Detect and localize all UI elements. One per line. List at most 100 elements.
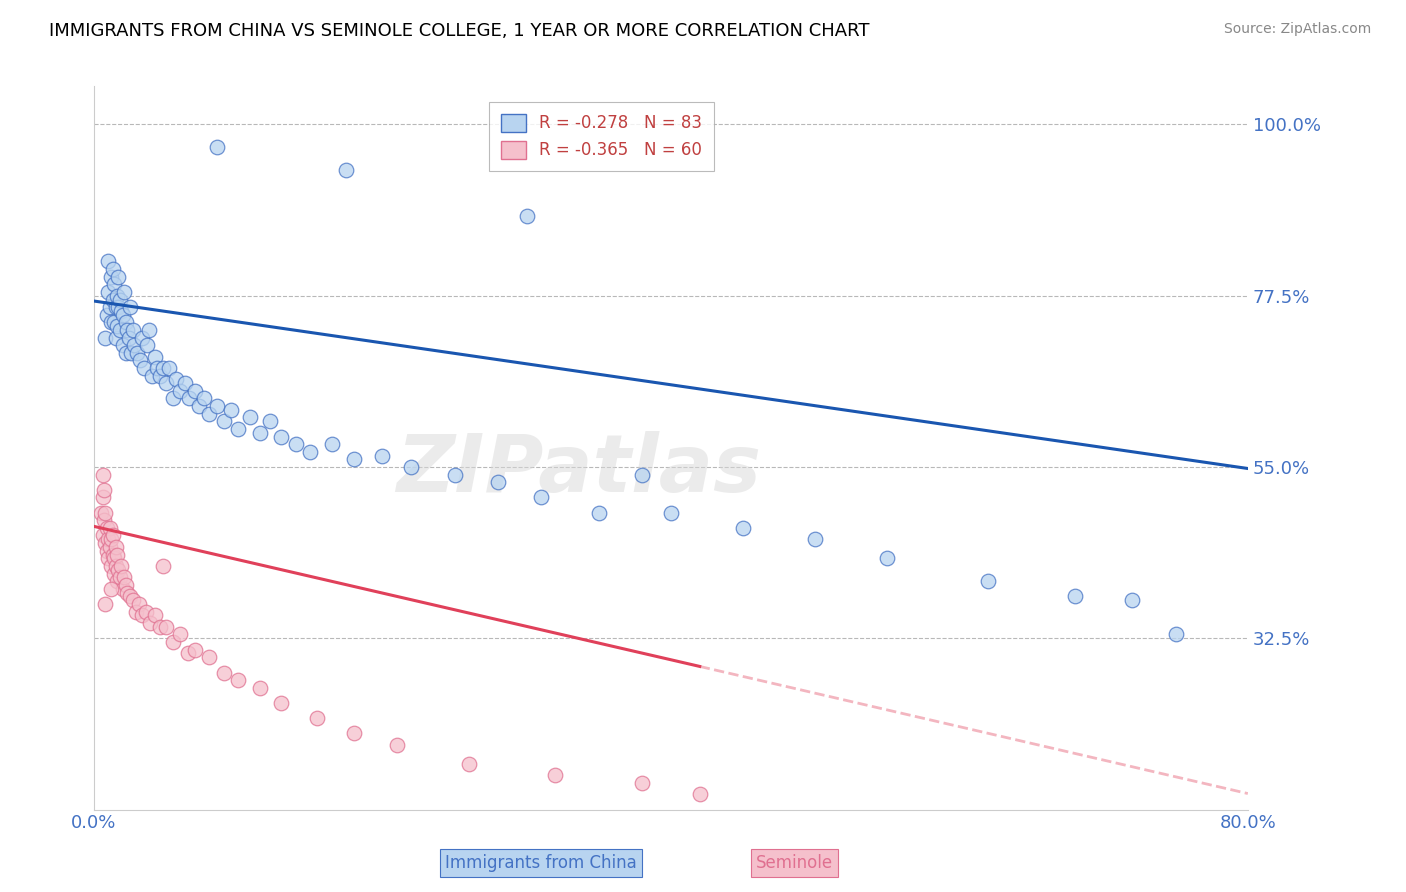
Point [188, 399, 211, 413]
Point [122, 593, 145, 607]
Point [111, 582, 134, 596]
Point [129, 353, 152, 368]
Point [101, 548, 124, 562]
Point [141, 368, 163, 383]
Point [120, 346, 142, 360]
Point [108, 323, 131, 337]
Point [100, 582, 122, 596]
Point [176, 647, 198, 661]
Point [169, 384, 191, 398]
Point [588, 506, 610, 520]
Text: ZIPatlas: ZIPatlas [396, 431, 761, 508]
Point [1121, 593, 1143, 607]
Point [118, 300, 141, 314]
Point [157, 361, 180, 376]
Point [143, 350, 166, 364]
Point [103, 566, 125, 581]
Point [107, 563, 129, 577]
Point [104, 300, 127, 314]
Point [342, 726, 364, 740]
Point [105, 574, 128, 589]
Point [146, 361, 169, 376]
Point [122, 323, 145, 337]
Point [731, 521, 754, 535]
Point [131, 330, 153, 344]
Point [100, 315, 122, 329]
Point [94, 536, 117, 550]
Point [105, 548, 128, 562]
Point [96, 543, 118, 558]
Point [114, 315, 136, 329]
Text: Immigrants from China: Immigrants from China [446, 855, 637, 872]
Point [93, 513, 115, 527]
Point [270, 429, 292, 443]
Point [115, 323, 138, 337]
Point [135, 605, 157, 619]
Point [111, 308, 134, 322]
Point [385, 738, 408, 752]
Point [94, 597, 117, 611]
Point [530, 491, 553, 505]
Point [165, 372, 187, 386]
Point [98, 521, 121, 535]
Point [117, 330, 139, 344]
Point [371, 449, 394, 463]
Point [108, 570, 131, 584]
Point [104, 540, 127, 554]
Point [112, 570, 135, 584]
Point [659, 506, 682, 520]
Point [321, 437, 343, 451]
Point [205, 399, 228, 413]
Point [100, 269, 122, 284]
Point [104, 558, 127, 573]
Point [108, 293, 131, 307]
Point [111, 338, 134, 352]
Point [259, 414, 281, 428]
Point [152, 361, 174, 376]
Point [249, 681, 271, 695]
Point [103, 315, 125, 329]
Point [486, 475, 509, 490]
Point [97, 533, 120, 547]
Point [876, 551, 898, 566]
Point [342, 452, 364, 467]
Point [136, 338, 159, 352]
Point [270, 696, 292, 710]
Point [689, 787, 711, 801]
Point [299, 444, 322, 458]
Point [96, 521, 118, 535]
Point [94, 330, 117, 344]
Point [112, 285, 135, 299]
Point [94, 506, 117, 520]
Point [114, 578, 136, 592]
Point [1063, 590, 1085, 604]
Point [96, 308, 118, 322]
Point [100, 533, 122, 547]
Point [307, 711, 329, 725]
Point [101, 293, 124, 307]
Text: Source: ZipAtlas.com: Source: ZipAtlas.com [1223, 22, 1371, 37]
Point [516, 209, 538, 223]
Point [152, 558, 174, 573]
Point [162, 392, 184, 406]
Point [97, 254, 120, 268]
Point [139, 615, 162, 630]
Point [804, 533, 827, 547]
Point [107, 300, 129, 314]
Text: IMMIGRANTS FROM CHINA VS SEMINOLE COLLEGE, 1 YEAR OR MORE CORRELATION CHART: IMMIGRANTS FROM CHINA VS SEMINOLE COLLEG… [49, 22, 870, 40]
Point [631, 776, 654, 790]
Point [104, 330, 127, 344]
Point [110, 558, 132, 573]
Point [114, 346, 136, 360]
Point [127, 346, 149, 360]
Point [101, 262, 124, 277]
Point [162, 635, 184, 649]
Point [443, 467, 465, 482]
Point [284, 437, 307, 451]
Legend: R = -0.278   N = 83, R = -0.365   N = 60: R = -0.278 N = 83, R = -0.365 N = 60 [489, 102, 714, 171]
Point [128, 597, 150, 611]
Point [205, 140, 228, 154]
Point [179, 392, 201, 406]
Point [155, 376, 177, 391]
Point [143, 608, 166, 623]
